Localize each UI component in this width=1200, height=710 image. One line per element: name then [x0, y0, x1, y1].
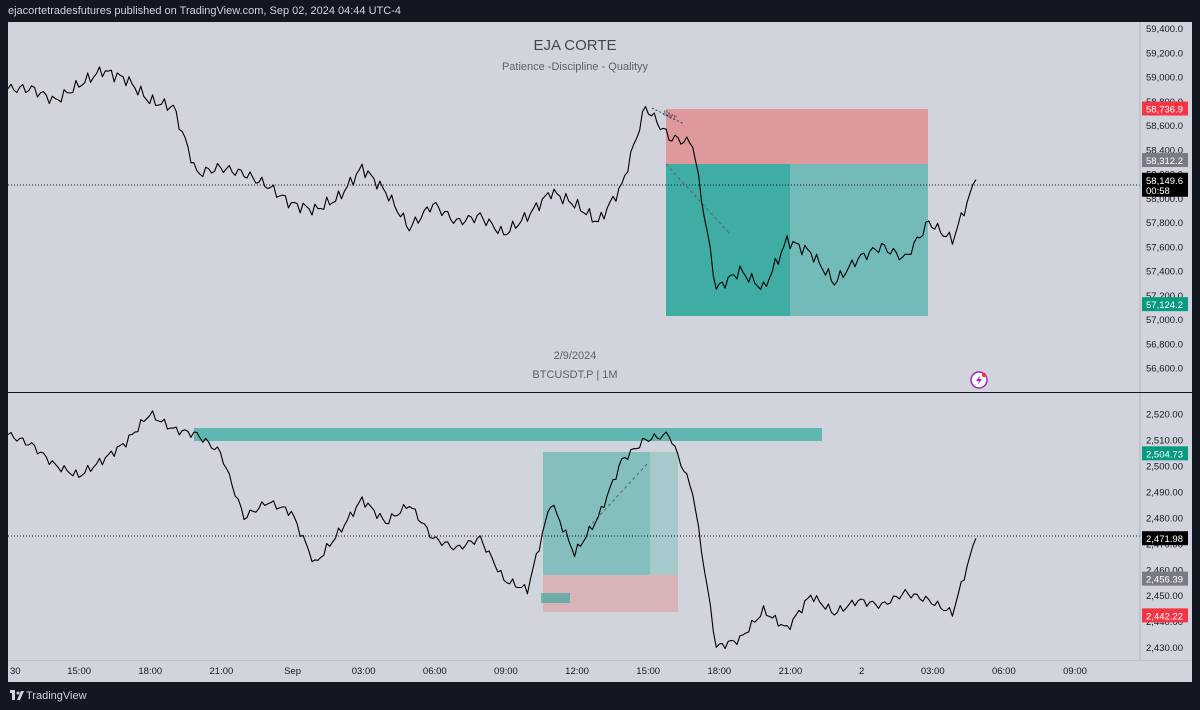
top-y-tick: 59,000.0 — [1146, 73, 1183, 84]
pane-divider[interactable] — [8, 392, 1192, 393]
top-price-label: 58,736.9 — [1146, 105, 1183, 116]
bottom-y-tick: 2,460.00 — [1146, 565, 1183, 576]
top-price-series[interactable] — [8, 66, 977, 290]
watermark-date: 2/9/2024 — [554, 350, 597, 362]
top-price-label: 58,149.6 — [1146, 176, 1183, 187]
watermark-title: EJA CORTE — [533, 37, 616, 54]
top-y-tick: 59,400.0 — [1146, 24, 1183, 35]
top-price-label: 58,312.2 — [1146, 156, 1183, 167]
bottom-price-label-bg — [1142, 531, 1188, 546]
top-stop-zone[interactable] — [666, 109, 928, 164]
top-y-tick: 57,800.0 — [1146, 218, 1183, 229]
time-tick: 21:00 — [210, 666, 234, 677]
tradingview-logo-icon — [10, 690, 24, 700]
top-y-tick: 56,600.0 — [1146, 364, 1183, 375]
bottom-price-label: 2,456.39 — [1146, 575, 1183, 586]
publish-text: ejacortetradesfutures published on Tradi… — [8, 5, 401, 17]
time-tick: Sep — [284, 666, 301, 677]
top-price-label-bg — [1142, 101, 1188, 116]
top-y-tick: 59,200.0 — [1146, 48, 1183, 59]
bottom-target-zone[interactable] — [650, 452, 678, 575]
bottom-price-label: 2,442.22 — [1146, 611, 1183, 622]
time-tick: 30 — [10, 666, 21, 677]
time-axis-ticks: 30 15:00 18:00 21:00 Sep 03:00 06:00 09:00 12:00… — [10, 666, 1087, 677]
bottom-pane[interactable]: 2,520.00 2,510.00 2,500.00 2,490.00 2,480.00… — [8, 393, 1192, 660]
bottom-price-label-bg — [1142, 608, 1188, 623]
top-price-axis[interactable]: 59,400.059,200.059,000.058,800.058,600.0… — [1139, 22, 1192, 392]
top-y-tick: 58,400.0 — [1146, 145, 1183, 156]
time-tick: 2 — [859, 666, 864, 677]
top-price-label: 57,124.2 — [1146, 300, 1183, 311]
bottom-y-tick: 2,520.00 — [1146, 410, 1183, 421]
bottom-price-label: 2,504.73 — [1146, 449, 1183, 460]
time-tick: 03:00 — [352, 666, 376, 677]
time-tick: 03:00 — [921, 666, 945, 677]
bottom-price-label: 2,471.98 — [1146, 534, 1183, 545]
top-y-tick: 57,200.0 — [1146, 291, 1183, 302]
top-price-label-bg — [1142, 297, 1188, 312]
bottom-y-tick: 2,510.00 — [1146, 436, 1183, 447]
bottom-position-zones[interactable] — [541, 452, 678, 612]
bottom-y-tick: 2,440.00 — [1146, 617, 1183, 628]
top-target-zone[interactable] — [790, 164, 928, 316]
top-y-tick: 58,600.0 — [1146, 121, 1183, 132]
time-axis[interactable]: 30 15:00 18:00 21:00 Sep 03:00 06:00 09:00 12:00… — [8, 660, 1192, 682]
top-position-zones[interactable] — [665, 109, 928, 316]
bottom-y-tick: 2,450.00 — [1146, 591, 1183, 602]
bottom-liquidity-zone[interactable] — [194, 428, 822, 441]
time-tick: 15:00 — [67, 666, 91, 677]
top-y-tick: 56,800.0 — [1146, 339, 1183, 350]
top-price-label-bg — [1142, 172, 1188, 197]
bottom-price-series[interactable] — [8, 410, 977, 650]
top-entry-path — [665, 163, 731, 235]
bottom-y-tick: 2,430.00 — [1146, 643, 1183, 654]
bottom-y-tick: 2,500.00 — [1146, 462, 1183, 473]
footer-bar: TradingView — [0, 682, 1200, 710]
time-tick: 12:00 — [565, 666, 589, 677]
bottom-y-tick: 2,490.00 — [1146, 488, 1183, 499]
top-axis-bg — [1140, 22, 1192, 392]
time-tick: 18:00 — [707, 666, 731, 677]
bottom-price-label-bg — [1142, 571, 1188, 586]
chart-frame[interactable]: EJA CORTE Patience -Discipline - Quality… — [8, 22, 1192, 682]
time-tick: 18:00 — [138, 666, 162, 677]
top-price-label-countdown: 00:58 — [1146, 186, 1170, 197]
bottom-y-tick: 2,480.00 — [1146, 513, 1183, 524]
time-tick: 21:00 — [779, 666, 803, 677]
lightning-icon[interactable] — [970, 371, 988, 389]
watermark-subtitle: Patience -Discipline - Qualityy — [502, 61, 649, 73]
time-tick: 06:00 — [992, 666, 1016, 677]
time-tick: 06:00 — [423, 666, 447, 677]
top-y-tick: 58,000.0 — [1146, 194, 1183, 205]
watermark-symbol: BTCUSDT.P | 1M — [532, 369, 617, 381]
time-tick: 09:00 — [494, 666, 518, 677]
publish-header: ejacortetradesfutures published on Tradi… — [0, 0, 1200, 22]
top-smt-line — [651, 107, 685, 125]
time-tick: 09:00 — [1063, 666, 1087, 677]
top-pane[interactable]: EJA CORTE Patience -Discipline - Quality… — [8, 22, 1192, 392]
footer-brand: TradingView — [26, 690, 87, 702]
bottom-entry-marker — [541, 593, 570, 603]
top-y-tick: 57,400.0 — [1146, 267, 1183, 278]
top-target-zone-filled[interactable] — [666, 164, 790, 316]
bottom-target-zone-filled[interactable] — [543, 452, 650, 575]
bottom-price-labels: 2,504.73 2,471.98 2,456.39 2,442.22 — [1142, 446, 1188, 623]
top-price-label-bg — [1142, 153, 1188, 168]
bottom-price-label-bg — [1142, 446, 1188, 461]
top-y-tick: 57,000.0 — [1146, 315, 1183, 326]
top-y-tick: 57,600.0 — [1146, 242, 1183, 253]
time-tick: 15:00 — [636, 666, 660, 677]
top-price-labels: 58,736.9 58,312.2 58,149.600:58 57,124.2 — [1142, 101, 1188, 312]
